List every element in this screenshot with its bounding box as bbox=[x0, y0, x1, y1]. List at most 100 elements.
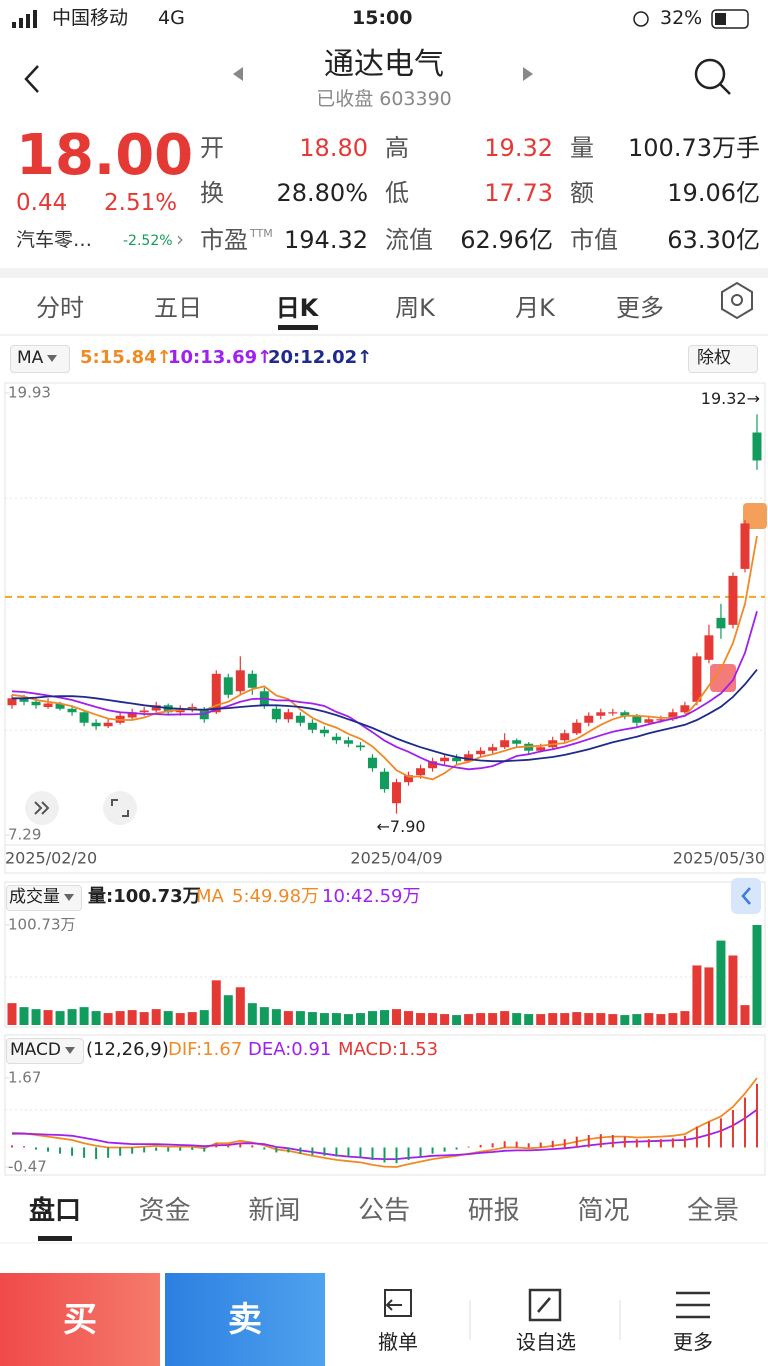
next-stock[interactable] bbox=[523, 67, 533, 81]
volume-bar bbox=[367, 1011, 377, 1025]
ma-line bbox=[11, 610, 758, 771]
volume-bar bbox=[247, 1003, 257, 1025]
volume-bar bbox=[283, 1011, 293, 1025]
candle-body bbox=[380, 771, 389, 790]
search-handle bbox=[719, 83, 731, 95]
bottom-tab[interactable]: 资金 bbox=[138, 1196, 191, 1226]
period-tab[interactable]: 分时 bbox=[36, 294, 84, 322]
candle-body bbox=[43, 703, 53, 708]
battery-text: 32% bbox=[660, 7, 703, 29]
adjust-selector[interactable] bbox=[688, 345, 758, 373]
x-tick-label: 2025/05/30 bbox=[673, 849, 765, 868]
volume-bar bbox=[572, 1012, 582, 1025]
price-change: 0.44 bbox=[16, 190, 68, 216]
search-icon[interactable] bbox=[694, 58, 726, 90]
macd-title-text: MACD bbox=[10, 1040, 61, 1060]
sector-change: -2.52% bbox=[123, 233, 173, 249]
volume-bar bbox=[127, 1010, 137, 1025]
quote-label: 低 bbox=[385, 179, 409, 207]
quote-label: 换 bbox=[200, 179, 224, 207]
quote-value: 17.73 bbox=[484, 179, 553, 207]
volume-bar bbox=[139, 1012, 149, 1025]
more-label[interactable]: 更多 bbox=[673, 1330, 713, 1354]
volume-bar bbox=[512, 1013, 522, 1025]
volume-bar bbox=[380, 1010, 389, 1025]
bottom-tab[interactable]: 研报 bbox=[467, 1196, 520, 1226]
candle-body bbox=[331, 736, 341, 741]
prev-stock[interactable] bbox=[233, 67, 243, 81]
sector-name[interactable]: 汽车零… bbox=[16, 229, 93, 251]
active-tab-indicator bbox=[278, 325, 318, 330]
volume-bar bbox=[596, 1013, 606, 1025]
candle-body bbox=[668, 712, 678, 720]
candle-body bbox=[103, 722, 113, 727]
sell-button[interactable] bbox=[165, 1273, 325, 1366]
candle-body bbox=[704, 635, 714, 660]
candle-body bbox=[404, 775, 414, 783]
candle-body bbox=[67, 708, 77, 713]
fullscreen-button[interactable] bbox=[103, 791, 137, 825]
period-tab[interactable]: 月K bbox=[515, 294, 555, 322]
ma-line bbox=[11, 535, 758, 781]
volume-bar bbox=[319, 1013, 329, 1025]
candle-body bbox=[752, 432, 762, 461]
period-tab[interactable]: 周K bbox=[395, 294, 435, 322]
watchlist-label[interactable]: 设自选 bbox=[516, 1330, 576, 1354]
settings-icon-dot bbox=[731, 294, 743, 306]
period-tab[interactable]: 日K bbox=[275, 294, 319, 322]
price-panel bbox=[4, 382, 766, 874]
quote-value: 194.32 bbox=[284, 226, 368, 254]
buy-button[interactable] bbox=[0, 1273, 160, 1366]
candle-body bbox=[620, 712, 630, 716]
macd-dif: DIF:1.67 bbox=[168, 1039, 243, 1060]
volume-bar bbox=[428, 1013, 438, 1025]
clock: 15:00 bbox=[352, 7, 413, 29]
active-tab-indicator bbox=[38, 1236, 72, 1241]
macd-title: MACD bbox=[10, 1042, 75, 1059]
volume-bar bbox=[163, 1011, 173, 1025]
candle-body bbox=[31, 701, 41, 706]
candle-body bbox=[319, 729, 329, 734]
candle-body bbox=[656, 719, 666, 721]
volume-bar bbox=[223, 995, 233, 1025]
collapse-button[interactable] bbox=[731, 878, 761, 914]
candle-body bbox=[536, 747, 546, 751]
bottom-tab[interactable]: 公告 bbox=[358, 1196, 411, 1226]
volume-bar bbox=[752, 925, 762, 1025]
bottom-tab[interactable]: 简况 bbox=[577, 1196, 630, 1226]
bottom-tab[interactable]: 全景 bbox=[687, 1196, 740, 1226]
volume-bar bbox=[728, 955, 738, 1025]
y-tick-label: 100.73万 bbox=[8, 916, 76, 934]
watchlist-icon bbox=[528, 1288, 562, 1322]
settings-icon[interactable] bbox=[721, 281, 753, 320]
ma-selector[interactable] bbox=[10, 345, 70, 373]
volume-bar bbox=[524, 1014, 534, 1025]
quote-value: 63.30亿 bbox=[667, 226, 760, 254]
candle-body bbox=[295, 715, 305, 723]
candle-body bbox=[7, 698, 17, 706]
period-tab[interactable]: 五日 bbox=[154, 294, 202, 322]
macd-panel bbox=[4, 1034, 766, 1176]
signal-icon bbox=[12, 10, 37, 28]
dropdown-icon bbox=[64, 893, 74, 901]
volume-bar bbox=[175, 1013, 185, 1025]
quote-label: 高 bbox=[385, 134, 409, 162]
volume-bar bbox=[7, 1003, 17, 1025]
withdraw-icon bbox=[384, 1289, 412, 1317]
period-tab[interactable]: 更多 bbox=[616, 294, 664, 322]
volume-bar bbox=[392, 1009, 402, 1025]
bottom-tab[interactable]: 新闻 bbox=[248, 1196, 301, 1226]
quote-label: 额 bbox=[570, 179, 594, 207]
candle-body bbox=[235, 670, 245, 692]
candle-body bbox=[692, 656, 702, 702]
volume-bar bbox=[211, 980, 221, 1025]
bottom-tab[interactable]: 盘口 bbox=[28, 1196, 81, 1226]
withdraw-label[interactable]: 撤单 bbox=[378, 1330, 418, 1354]
quote-label: 量 bbox=[570, 134, 594, 162]
candle-body bbox=[464, 754, 474, 762]
battery-icon bbox=[711, 9, 749, 29]
back-icon[interactable] bbox=[24, 65, 39, 93]
candle-body bbox=[127, 712, 137, 718]
